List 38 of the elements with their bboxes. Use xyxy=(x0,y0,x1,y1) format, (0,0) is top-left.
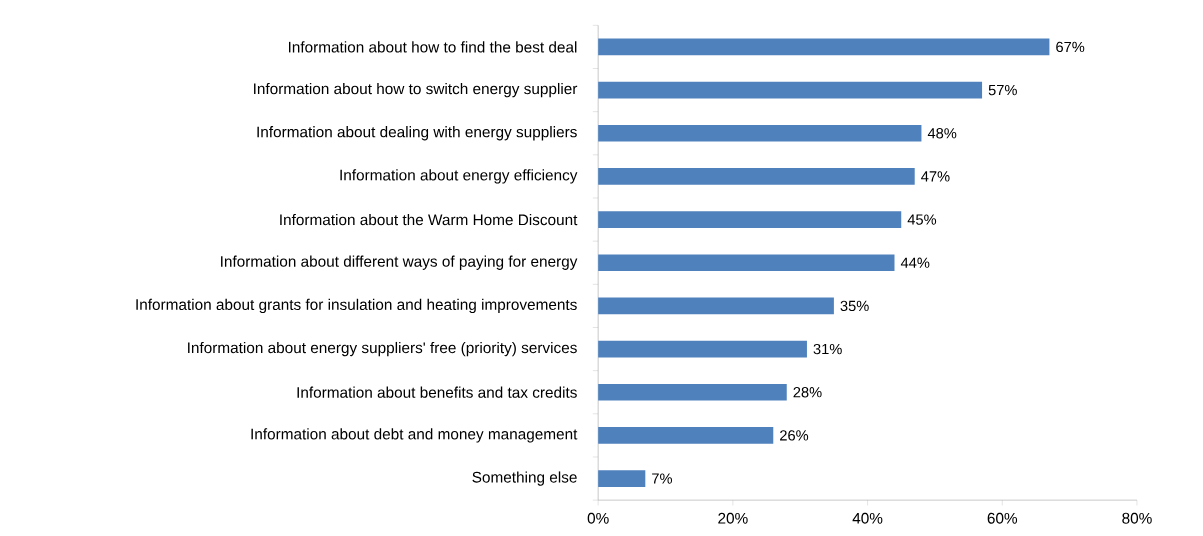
y-tick-label: Information about benefits and tax credits xyxy=(297,386,577,398)
data-label: 45% xyxy=(907,214,937,225)
y-tick-label: Information about debt and money management xyxy=(251,428,578,443)
bar xyxy=(598,340,807,358)
y-tick-label: Information about the Warm Home Discount xyxy=(280,213,578,226)
y-tick-label: Information about how to find the best deal xyxy=(288,41,577,53)
data-label: 28% xyxy=(793,386,822,398)
bar xyxy=(598,211,902,228)
y-tick-label: Information about dealing with energy suppliers xyxy=(257,126,577,141)
data-label: 26% xyxy=(780,430,809,441)
bar xyxy=(598,470,646,487)
data-label: 7% xyxy=(652,473,673,484)
x-tick-label: 60% xyxy=(987,512,1018,524)
bar xyxy=(598,168,915,185)
bar xyxy=(598,124,922,142)
y-tick-label: Information about grants for insulation and heating improvements xyxy=(136,298,577,313)
data-label: 35% xyxy=(840,300,869,312)
x-tick-label: 0% xyxy=(587,512,609,524)
data-label: 31% xyxy=(813,343,842,355)
x-tick-label: 80% xyxy=(1122,512,1152,524)
data-label: 44% xyxy=(900,257,930,268)
bar xyxy=(598,426,774,444)
y-tick-label: Something else xyxy=(472,471,577,486)
x-tick-label: 20% xyxy=(718,512,748,524)
y-tick-label: Information about energy suppliers' free (priority) services xyxy=(188,341,577,357)
x-tick-label: 40% xyxy=(852,512,883,524)
bar xyxy=(598,81,983,99)
bar xyxy=(598,254,895,272)
y-tick-label: Information about different ways of paying for energy xyxy=(221,255,578,270)
data-label: 48% xyxy=(927,128,957,139)
data-label: 57% xyxy=(988,84,1017,96)
bar xyxy=(598,297,834,315)
bar xyxy=(598,38,1050,56)
data-label: 47% xyxy=(921,171,950,182)
bar xyxy=(598,383,787,401)
y-tick-label: Information about how to switch energy supplier xyxy=(254,82,578,98)
y-tick-label: Information about energy efficiency xyxy=(340,169,578,184)
data-label: 67% xyxy=(1056,41,1085,53)
